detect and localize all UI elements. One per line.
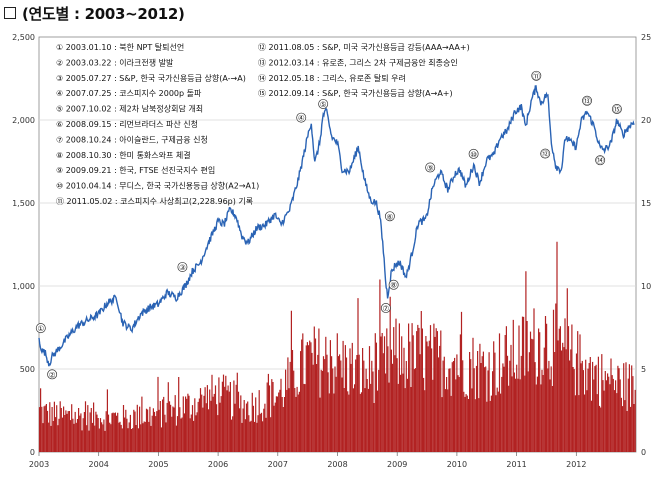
annotation-entry: ⑨ 2009.09.21 : 한국, FTSE 선진국지수 편입 xyxy=(56,165,215,175)
event-marker-number: ⑤ xyxy=(320,100,327,109)
event-marker-circle xyxy=(47,369,58,380)
left-tick-label: 2,500 xyxy=(12,33,35,42)
kospi-series-line xyxy=(38,85,635,367)
right-tick-label: 25 xyxy=(641,33,651,42)
x-axis: 2003 2004 2005 2006 2007 2008 2009 2010 2011 2012 xyxy=(29,452,586,469)
annotation-entry: ⑥ 2008.09.15 : 리먼브라더스 파산 신청 xyxy=(56,119,198,129)
event-marker-number: ⑦ xyxy=(382,304,389,313)
annotation-entry: ⑪ 2011.05.02 : 코스피지수 사상최고(2,228.96p) 기록 xyxy=(56,196,253,206)
event-marker-circle xyxy=(384,211,395,222)
event-marker-circle xyxy=(582,95,592,106)
event-marker-number: ⑬ xyxy=(583,97,591,106)
annotation-entry: ⑫ 2011.08.05 : S&P, 미국 국가신용등급 강등(AAA→AA+… xyxy=(258,42,470,52)
annotation-entry: ⑧ 2008.10.30 : 한미 통화스와프 체결 xyxy=(56,150,191,160)
event-marker-number: ⑥ xyxy=(387,212,394,221)
annotation-list-left: ① 2003.01.10 : 북한 NPT 탈퇴선언 ② 2003.03.22 :… xyxy=(56,42,259,206)
annotation-entry: ⑤ 2007.10.02 : 제2차 남북정상회담 개최 xyxy=(56,104,203,114)
event-marker-circle xyxy=(296,112,307,123)
event-marker-circle xyxy=(611,104,622,114)
left-tick-label: 1,000 xyxy=(12,282,35,291)
left-tick-label: 500 xyxy=(20,365,35,374)
left-tick-label: 2,000 xyxy=(12,116,35,125)
x-tick-label: 2009 xyxy=(387,460,407,469)
left-tick-label: 0 xyxy=(30,448,35,457)
x-tick-label: 2007 xyxy=(268,460,288,469)
annotation-entry: ⑭ 2012.05.18 : 그리스, 유로존 탈퇴 우려 xyxy=(258,73,406,83)
event-marker-number: ② xyxy=(49,370,56,379)
event-marker-circle xyxy=(388,279,399,290)
event-marker-circle xyxy=(540,148,551,159)
event-marker-number: ③ xyxy=(179,263,186,272)
right-tick-label: 15 xyxy=(641,199,651,208)
event-marker-circle xyxy=(318,99,329,109)
event-markers: ① ② ③ ④ ⑤ ⑥ ⑦ ⑧ ⑨ ⑩ ⑪ ⑫ ⑬ ⑭ ⑮ xyxy=(35,70,622,380)
event-marker-number: ⑫ xyxy=(541,150,549,159)
x-tick-label: 2010 xyxy=(447,460,467,469)
chart-title: (연도별 : 2003~2012) xyxy=(22,4,185,23)
annotation-entry: ⑮ 2012.09.14 : S&P, 한국 국가신용등급 상향(A→A+) xyxy=(258,88,453,98)
x-tick-label: 2005 xyxy=(148,460,168,469)
event-marker-number: ⑭ xyxy=(596,156,604,165)
event-marker-number: ① xyxy=(37,324,44,333)
annotation-list-right: ⑫ 2011.08.05 : S&P, 미국 국가신용등급 강등(AAA→AA+… xyxy=(258,42,470,98)
event-marker-circle xyxy=(531,70,542,81)
right-tick-label: 20 xyxy=(641,116,651,125)
event-marker-circle xyxy=(425,162,436,173)
right-tick-label: 0 xyxy=(641,448,646,457)
annotation-entry: ⑬ 2012.03.14 : 유로존, 그리스 2차 구제금융안 최종승인 xyxy=(258,57,458,67)
event-marker-circle xyxy=(468,148,479,159)
right-tick-label: 10 xyxy=(641,282,651,291)
x-tick-label: 2011 xyxy=(506,460,526,469)
title-bar: (연도별 : 2003~2012) xyxy=(4,2,185,24)
event-marker-circle xyxy=(35,323,46,334)
annotation-entry: ⑩ 2010.04.14 : 무디스, 한국 국가신용등급 상향(A2→A1) xyxy=(56,181,259,191)
event-marker-number: ④ xyxy=(298,114,305,123)
annotation-entry: ④ 2007.07.25 : 코스피지수 2000p 돌파 xyxy=(56,89,202,98)
x-tick-label: 2006 xyxy=(208,460,228,469)
volume-bars xyxy=(38,241,636,452)
annotation-entry: ③ 2005.07.27 : S&P, 한국 국가신용등급 상향(A-→A) xyxy=(56,73,246,83)
event-marker-number: ⑩ xyxy=(470,150,477,159)
event-marker-circle xyxy=(177,262,188,273)
event-marker-circle xyxy=(595,155,606,166)
x-tick-label: 2004 xyxy=(89,460,109,469)
event-marker-number: ⑪ xyxy=(533,72,541,81)
right-tick-label: 5 xyxy=(641,365,646,374)
kospi-line xyxy=(38,85,635,367)
x-tick-label: 2003 xyxy=(29,460,49,469)
x-tick-label: 2008 xyxy=(327,460,347,469)
event-marker-number: ⑧ xyxy=(390,281,397,290)
right-axis: 0 5 10 15 20 25 xyxy=(641,33,651,457)
annotation-entry: ① 2003.01.10 : 북한 NPT 탈퇴선언 xyxy=(56,42,184,52)
event-marker-number: ⑨ xyxy=(427,163,434,172)
left-axis: 0 500 1,000 1,500 2,000 2,500 xyxy=(12,33,35,457)
annotation-entry: ⑦ 2008.10.24 : 아이슬란드, 구제금융 신청 xyxy=(56,134,208,144)
left-tick-label: 1,500 xyxy=(12,199,35,208)
event-marker-circle xyxy=(380,303,391,313)
checkbox-square-icon xyxy=(4,7,16,19)
event-marker-number: ⑮ xyxy=(613,105,621,114)
annotation-entry: ② 2003.03.22 : 이라크전쟁 발발 xyxy=(56,57,174,67)
x-tick-label: 2012 xyxy=(566,460,586,469)
